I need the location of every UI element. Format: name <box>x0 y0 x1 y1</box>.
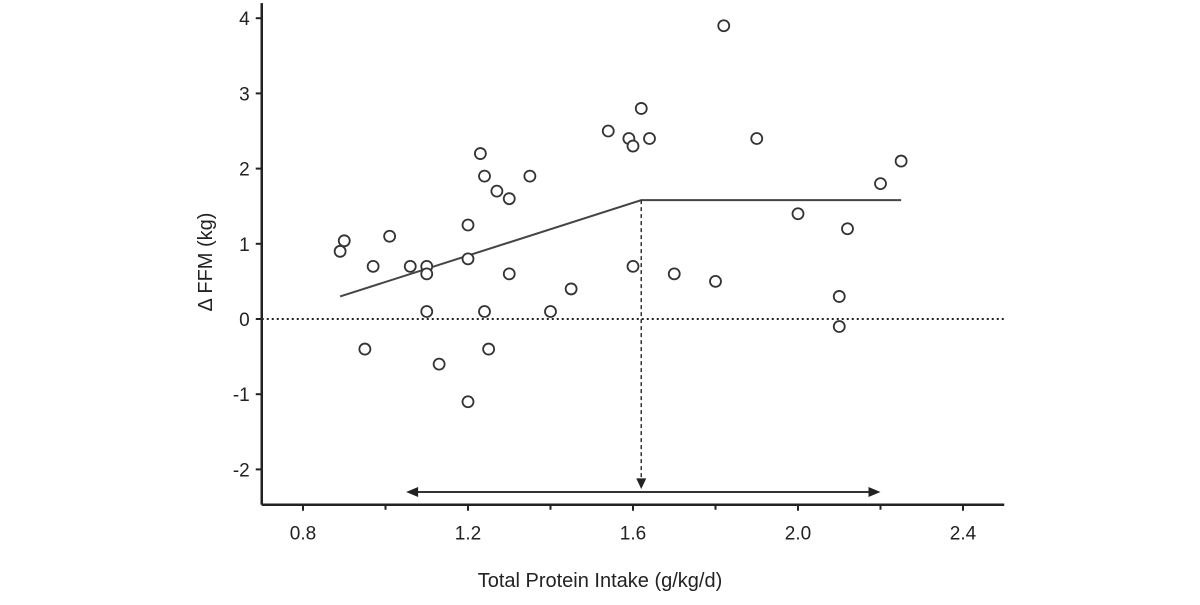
x-tick-label: 2.4 <box>950 524 977 545</box>
data-point <box>750 132 764 145</box>
y-axis-label: Δ FFM (kg) <box>195 213 217 312</box>
range-arrow-right-head <box>868 486 881 497</box>
breakpoint-fit-line <box>339 199 902 298</box>
data-point <box>634 102 648 115</box>
range-arrow-left-head <box>406 486 419 497</box>
data-point <box>544 305 557 318</box>
data-point <box>832 290 846 303</box>
data-points <box>333 19 908 409</box>
y-tick-label: 4 <box>239 9 250 30</box>
data-point <box>564 282 578 296</box>
data-point <box>461 252 475 266</box>
data-point <box>643 132 656 145</box>
data-point <box>366 259 380 273</box>
data-point <box>420 305 434 318</box>
data-point <box>432 357 446 371</box>
y-tick-label: -2 <box>233 460 250 481</box>
y-tick-label: 2 <box>239 160 250 181</box>
ticks: 0.8 1.2 1.6 2.0 2.4 -2 -1 0 1 2 3 4 <box>233 9 977 545</box>
data-point <box>461 395 475 409</box>
x-axis-label: Total Protein Intake (g/kg/d) <box>478 570 723 592</box>
data-point <box>478 305 491 318</box>
y-tick-label: 3 <box>239 84 250 105</box>
data-point <box>717 19 731 33</box>
data-point <box>832 320 846 333</box>
data-point <box>478 169 491 183</box>
y-tick-label: 1 <box>239 235 250 256</box>
x-tick-label: 1.2 <box>455 524 481 545</box>
data-point <box>420 267 434 281</box>
data-point <box>626 259 640 273</box>
x-tick-label: 0.8 <box>290 524 316 545</box>
data-point <box>403 259 417 273</box>
data-point <box>841 222 854 236</box>
data-point <box>502 192 516 206</box>
data-point <box>874 177 887 191</box>
data-point <box>461 218 475 232</box>
data-point <box>482 342 496 356</box>
data-point <box>667 267 681 281</box>
data-point <box>473 147 487 160</box>
data-point <box>894 154 908 168</box>
data-point <box>358 342 372 356</box>
data-point <box>523 169 537 183</box>
axes <box>260 3 1005 506</box>
data-point <box>601 124 615 138</box>
data-point <box>626 139 640 153</box>
y-tick-label: 0 <box>239 310 250 331</box>
data-point <box>333 244 347 258</box>
x-tick-label: 1.6 <box>620 524 646 545</box>
data-point <box>709 274 722 288</box>
breakpoint-arrowhead <box>636 478 647 489</box>
y-tick-label: -1 <box>233 385 250 406</box>
lines <box>261 199 1005 497</box>
x-tick-label: 2.0 <box>785 524 811 545</box>
data-point <box>502 267 516 281</box>
data-point <box>383 229 397 243</box>
data-point <box>490 184 504 198</box>
data-point <box>337 234 351 248</box>
data-point <box>791 207 805 221</box>
